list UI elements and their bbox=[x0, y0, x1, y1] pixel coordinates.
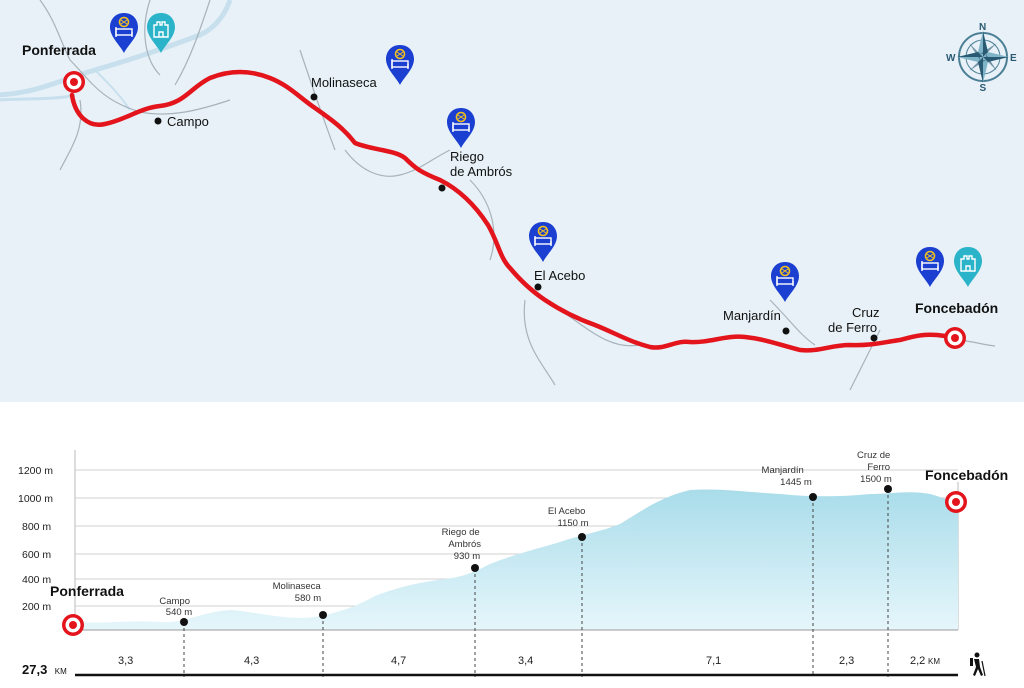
elevation-profile-svg: 1200 m 1000 m 800 m 600 m 400 m 200 m bbox=[18, 450, 1008, 678]
lodging-pin-icon[interactable] bbox=[528, 221, 558, 263]
profile-point-molinaseca: Molinaseca 580 m bbox=[273, 581, 324, 604]
segment-label: 2,2 bbox=[910, 655, 925, 667]
profile-start-marker bbox=[62, 614, 84, 636]
profile-point-manjardin: Manjardín 1445 m bbox=[762, 465, 812, 488]
lodging-pin-icon[interactable] bbox=[770, 261, 800, 303]
monument-pin-icon[interactable] bbox=[953, 246, 983, 288]
start-marker bbox=[63, 71, 85, 93]
profile-end-label: Foncebadón bbox=[925, 467, 1008, 483]
profile-point-cruz: Cruz de Ferro 1500 m bbox=[857, 450, 893, 485]
y-tick-400: 400 m bbox=[22, 574, 51, 586]
segment-labels: 3,3 4,3 4,7 3,4 7,1 2,3 2,2 KM bbox=[118, 655, 940, 667]
route-line bbox=[69, 69, 948, 353]
y-tick-1000: 1000 m bbox=[18, 493, 53, 505]
segment-unit: KM bbox=[928, 657, 940, 666]
map-place-manjardin: Manjardín bbox=[723, 308, 781, 323]
total-distance: 27,3 KM bbox=[22, 661, 67, 678]
compass-e: E bbox=[1010, 53, 1017, 64]
route-map: Ponferrada Foncebadón Campo Molinaseca R… bbox=[0, 0, 1024, 402]
profile-end-marker bbox=[945, 491, 967, 513]
map-end-label: Foncebadón bbox=[915, 300, 998, 316]
profile-start-label: Ponferrada bbox=[50, 583, 124, 599]
hiker-icon bbox=[970, 652, 986, 677]
map-place-cruz: Cruz de Ferro bbox=[828, 305, 879, 335]
lodging-pin-icon[interactable] bbox=[385, 44, 415, 86]
y-tick-200: 200 m bbox=[22, 601, 51, 613]
compass-rose-icon: N S E W bbox=[946, 22, 1017, 94]
lodging-pin-icon[interactable] bbox=[915, 246, 945, 288]
segment-label: 7,1 bbox=[706, 655, 721, 667]
map-place-molinaseca: Molinaseca bbox=[311, 75, 378, 90]
map-place-campo: Campo bbox=[167, 114, 209, 129]
lodging-pin-icon[interactable] bbox=[109, 12, 139, 54]
compass-s: S bbox=[980, 83, 987, 94]
y-tick-600: 600 m bbox=[22, 549, 51, 561]
segment-label: 4,7 bbox=[391, 655, 406, 667]
map-place-riego: Riego de Ambrós bbox=[450, 149, 513, 179]
profile-point-campo: Campo 540 m bbox=[159, 596, 192, 618]
lodging-pin-icon[interactable] bbox=[446, 107, 476, 149]
profile-point-acebo: El Acebo 1150 m bbox=[548, 506, 589, 529]
segment-label: 3,3 bbox=[118, 655, 133, 667]
elevation-profile: 1200 m 1000 m 800 m 600 m 400 m 200 m bbox=[0, 402, 1024, 683]
compass-n: N bbox=[979, 22, 986, 33]
segment-label: 3,4 bbox=[518, 655, 533, 667]
point-dots bbox=[180, 485, 892, 626]
end-marker bbox=[944, 327, 966, 349]
y-tick-800: 800 m bbox=[22, 521, 51, 533]
segment-label: 4,3 bbox=[244, 655, 259, 667]
map-start-label: Ponferrada bbox=[22, 42, 96, 58]
point-markers bbox=[183, 489, 889, 677]
place-dots bbox=[154, 93, 878, 342]
compass-w: W bbox=[946, 53, 956, 64]
rivers bbox=[0, 0, 233, 111]
y-tick-1200: 1200 m bbox=[18, 465, 53, 477]
elevation-area bbox=[75, 489, 958, 630]
map-place-acebo: El Acebo bbox=[534, 268, 585, 283]
profile-point-riego: Riego de Ambrós 930 m bbox=[442, 527, 484, 562]
segment-label: 2,3 bbox=[839, 655, 854, 667]
route-map-svg: Ponferrada Foncebadón Campo Molinaseca R… bbox=[0, 0, 1017, 391]
roads bbox=[39, 0, 996, 391]
